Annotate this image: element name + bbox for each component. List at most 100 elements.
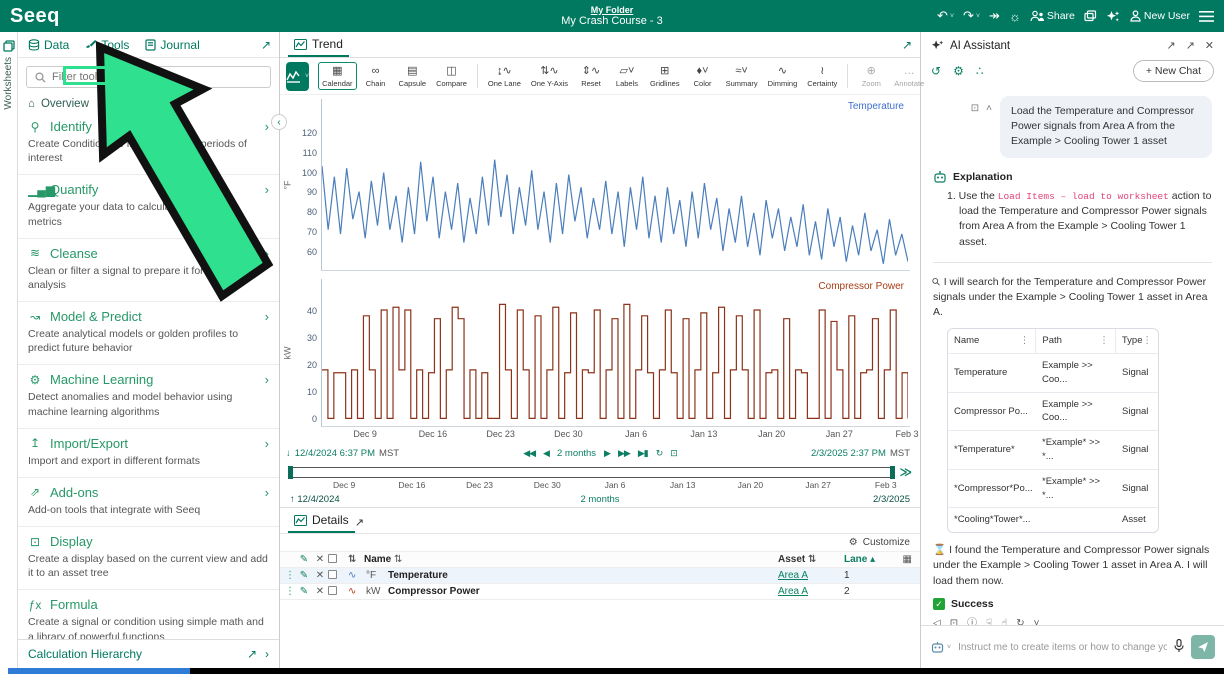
calculation-hierarchy-link[interactable]: Calculation Hierarchy ↗ › — [18, 639, 279, 668]
regenerate-icon[interactable]: ↻ — [1016, 617, 1025, 625]
x-axis-ticks[interactable]: Dec 9 Dec 16 Dec 23 Dec 30 Jan 6 Jan 13 Jan 20… — [353, 429, 919, 439]
trend-expand-icon[interactable]: ↗ — [901, 37, 912, 52]
copy-message-icon[interactable]: ⊡ — [970, 103, 980, 114]
column-menu-icon[interactable]: ⋮ — [1019, 335, 1030, 347]
toolbar-button[interactable]: ▱˅ Labels — [610, 62, 644, 90]
toolbar-button[interactable]: ◫ Compare — [432, 62, 471, 90]
refresh-button[interactable]: ↻ — [655, 447, 663, 458]
remove-icon[interactable]: ✕ — [315, 570, 325, 581]
lane-column-header[interactable]: Lane ▴ — [844, 554, 876, 565]
expand-panel-icon[interactable]: ↗ — [1185, 40, 1195, 52]
tab-trend[interactable]: Trend — [288, 36, 349, 57]
worksheets-rail[interactable]: Worksheets — [0, 32, 18, 668]
step-forward-button[interactable]: ▶ — [604, 447, 611, 458]
result-row[interactable]: Temperature Example >> Coo... Signal — [948, 353, 1158, 392]
tool-item[interactable]: ⚙ Machine Learning › Detect anomalies an… — [18, 365, 279, 429]
row-checkbox[interactable] — [328, 569, 337, 579]
step-back-fast-button[interactable]: ◀◀ — [523, 447, 536, 458]
toolbar-button[interactable]: ∿ Dimming — [764, 62, 802, 90]
close-panel-icon[interactable]: ✕ — [1204, 40, 1214, 52]
filter-tools-input[interactable] — [52, 71, 262, 83]
signal-name[interactable]: Compressor Power — [388, 586, 480, 597]
power-y-axis[interactable]: 40 30 20 10 0 — [306, 305, 317, 424]
collapse-panel-button[interactable]: ‹ — [271, 114, 287, 130]
temperature-y-axis[interactable]: 120 110 100 90 80 70 60 — [301, 127, 317, 257]
tab-data[interactable]: Data — [28, 38, 69, 52]
name-column-header[interactable]: Name ⇅ — [364, 554, 403, 565]
toolbar-button[interactable]: ▤ Capsule — [395, 62, 431, 90]
row-kebab-icon[interactable]: ⋮ — [285, 586, 295, 597]
duration-button[interactable]: 2 months — [556, 447, 597, 459]
agent-select-dropdown[interactable]: ˅ — [930, 641, 951, 653]
user-menu[interactable]: New User — [1129, 10, 1190, 22]
tab-details[interactable]: Details — [288, 512, 355, 533]
info-icon[interactable]: ⓘ — [967, 617, 978, 625]
display-range-start[interactable]: ↓ 12/4/2024 6:37 PM MST — [286, 447, 400, 459]
send-button[interactable] — [1191, 635, 1215, 659]
toolbar-button[interactable]: ⇅∿ One Y-Axis — [527, 62, 572, 90]
column-menu-icon[interactable]: ⋮ — [1142, 335, 1153, 347]
seeq-logo[interactable]: Seeq — [10, 4, 60, 27]
details-row-temperature[interactable]: ⋮ ✎ ✕ ∿ °F Temperature Area A 1 — [280, 568, 920, 584]
open-new-icon[interactable]: ↗ — [246, 647, 257, 661]
tool-item[interactable]: ↥ Import/Export › Import and export in d… — [18, 429, 279, 478]
undo-caret-icon[interactable]: ˅ — [949, 12, 955, 20]
power-plot-area[interactable]: Compressor Power — [321, 279, 910, 427]
ai-sparkles-button[interactable] — [1106, 10, 1120, 23]
column-menu-icon[interactable]: ⋮ — [1099, 335, 1109, 347]
thumbs-up-icon[interactable]: ☝ — [1001, 617, 1008, 625]
ideas-button[interactable]: ☼ — [1008, 8, 1021, 24]
result-row[interactable]: *Temperature* *Example* >> *... Signal — [948, 430, 1158, 469]
new-chat-button[interactable]: + New Chat — [1132, 60, 1214, 82]
temperature-series-label[interactable]: Temperature — [847, 101, 904, 112]
overview-item[interactable]: ⌂ Overview — [28, 98, 89, 110]
result-row[interactable]: *Cooling*Tower*... Asset — [948, 507, 1158, 532]
collapse-message-icon[interactable]: ˄ — [986, 103, 992, 114]
wand-icon[interactable]: ✎ — [299, 586, 309, 597]
ai-prompt-input[interactable] — [958, 641, 1167, 653]
duplicate-worksheet-button[interactable] — [1084, 10, 1097, 22]
toolbar-button[interactable]: … Annotate — [890, 62, 928, 90]
asset-column-header[interactable]: Asset ⇅ — [778, 554, 817, 565]
chevron-right-icon[interactable]: › — [265, 647, 269, 661]
select-all-checkbox[interactable] — [328, 553, 337, 563]
tool-item[interactable]: ƒx Formula Create a signal or condition … — [18, 590, 279, 639]
microphone-icon[interactable] — [1174, 638, 1184, 656]
copy-response-icon[interactable]: ⊡ — [949, 617, 959, 625]
columns-grid-icon[interactable]: ▦ — [902, 554, 912, 565]
display-range-end[interactable]: 2/3/2025 2:37 PM MST — [810, 447, 910, 459]
toolbar-button[interactable]: ♦˅ Color — [686, 62, 720, 90]
power-series-label[interactable]: Compressor Power — [818, 281, 904, 292]
range-slider[interactable] — [288, 465, 896, 479]
tool-item[interactable]: ≋ Cleanse › Clean or filter a signal to … — [18, 239, 279, 303]
tool-item[interactable]: ▁▄▆ Quantify › Aggregate your data to ca… — [18, 175, 279, 239]
toolbar-button[interactable]: ≈˅ Summary — [722, 62, 762, 90]
toolbar-button[interactable]: ≀ Certainty — [803, 62, 841, 90]
thumbs-down-icon[interactable]: ☟ — [986, 617, 993, 625]
panel-expand-icon[interactable]: ↗ — [260, 38, 271, 52]
remove-icon[interactable]: ✕ — [315, 586, 325, 597]
signal-name[interactable]: Temperature — [388, 570, 448, 581]
undo-button[interactable]: ↶ ˅ — [937, 8, 955, 23]
settings-gear-icon[interactable]: ⚙ — [953, 64, 964, 78]
toolbar-button[interactable]: ▦ Calendar — [318, 62, 357, 90]
investigate-end[interactable]: 2/3/2025 — [873, 494, 910, 505]
toolbar-button[interactable]: ↨∿ One Lane — [484, 62, 525, 90]
tab-tools[interactable]: Tools — [85, 38, 129, 52]
redo-button[interactable]: ↷ ˅ — [963, 8, 981, 23]
investigate-duration[interactable]: 2 months — [580, 494, 620, 505]
redo-caret-icon[interactable]: ˅ — [975, 12, 981, 20]
tool-item[interactable]: ⇗ Add-ons › Add-on tools that integrate … — [18, 478, 279, 528]
share-button[interactable]: Share — [1030, 10, 1075, 22]
details-expand-icon[interactable]: ↗ — [354, 517, 364, 529]
toolbar-button[interactable]: ∞ Chain — [359, 62, 393, 90]
duplicate-range-button[interactable]: ⊡ — [670, 447, 677, 458]
range-expand-icon[interactable]: ≫ — [899, 465, 912, 479]
investigate-start[interactable]: ↑ 12/4/2024 — [290, 494, 340, 505]
tool-item[interactable]: ⚲ Identify › Create Conditions to find e… — [18, 112, 279, 176]
toolbar-button[interactable]: ⇕∿ Reset — [574, 62, 608, 90]
toolbar-button[interactable]: ⊕ Zoom — [854, 62, 888, 90]
temperature-plot-area[interactable]: Temperature — [321, 99, 910, 271]
replay-button[interactable]: ↠ — [989, 8, 1000, 23]
tool-item[interactable]: ⊡ Display Create a display based on the … — [18, 527, 279, 591]
